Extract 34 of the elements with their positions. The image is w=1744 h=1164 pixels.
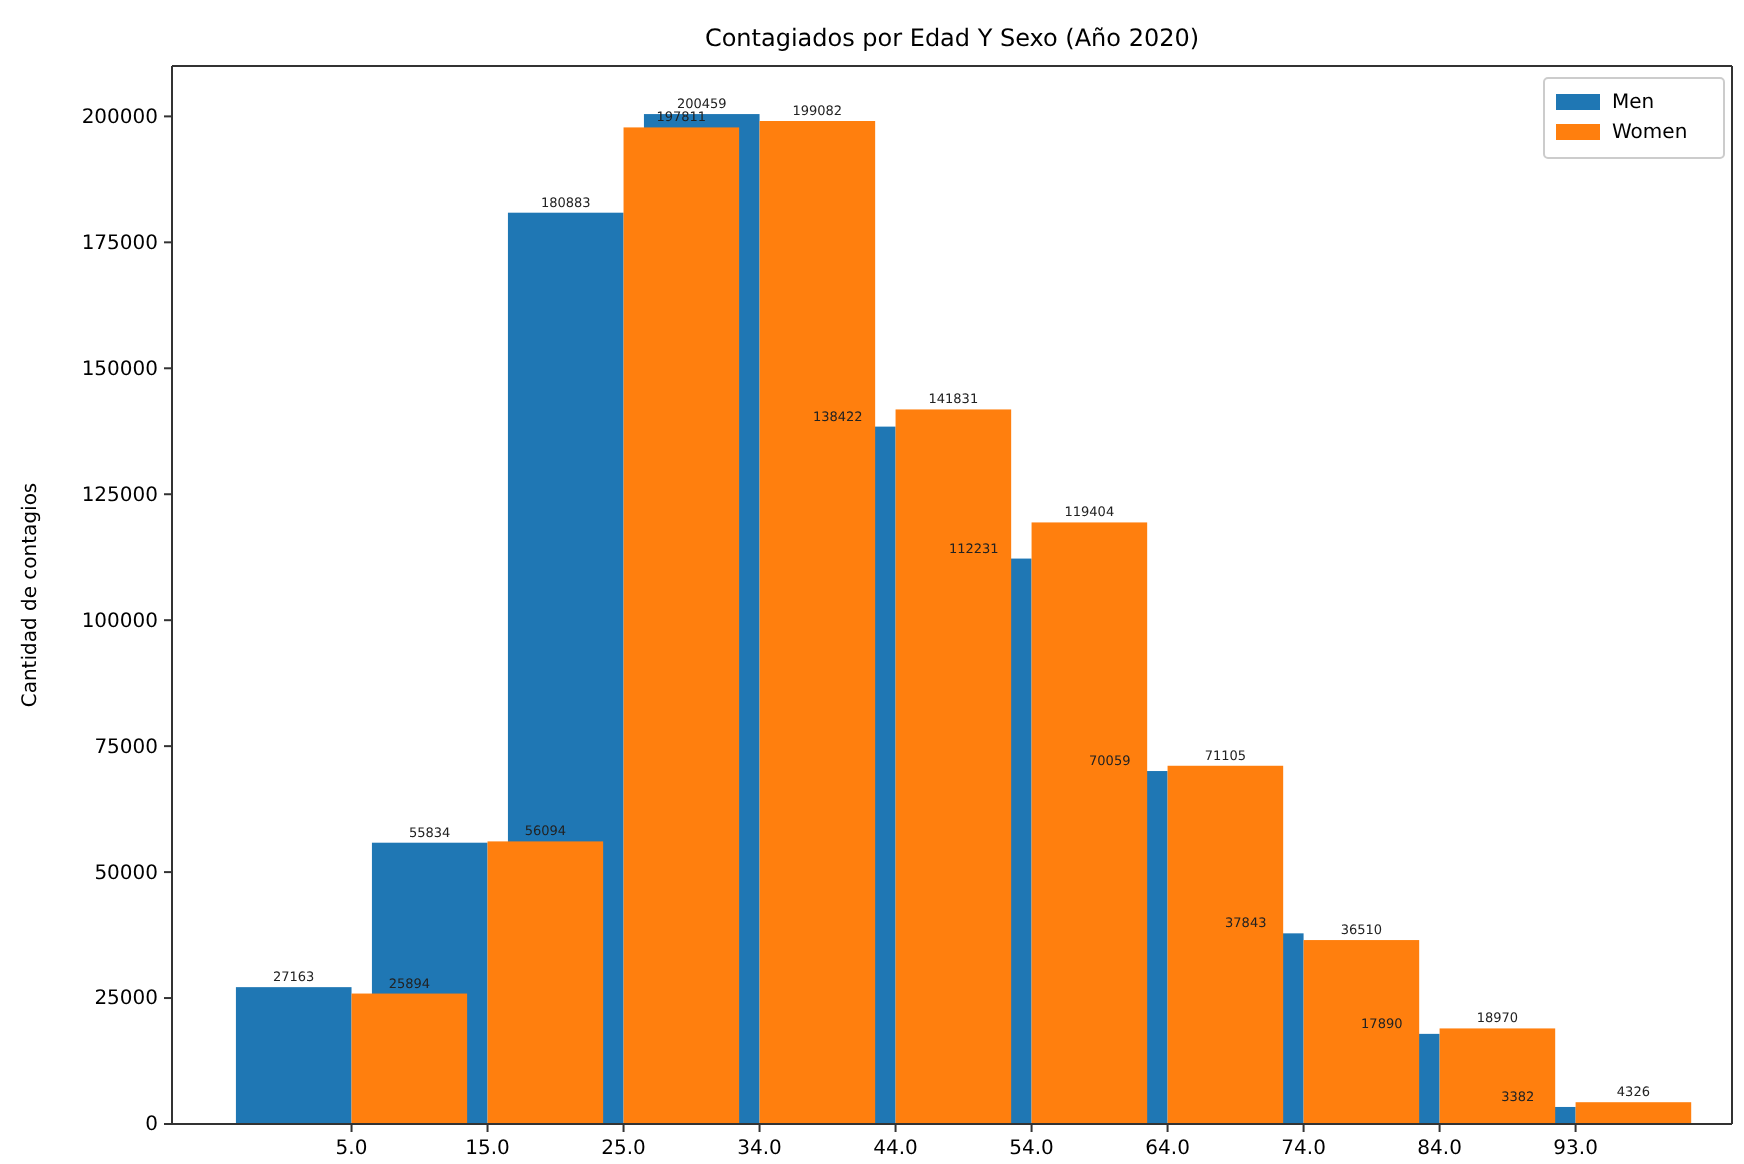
y-axis-title: Cantidad de contagios (20, 482, 42, 708)
x-tick-label: 5.0 (335, 1138, 368, 1160)
bar (895, 409, 1012, 1124)
legend-label: Women (1612, 122, 1688, 144)
bar (1167, 765, 1284, 1124)
y-tick-label: 50000 (94, 862, 158, 885)
x-tick-label: 25.0 (601, 1138, 646, 1160)
y-tick-label: 25000 (94, 988, 158, 1011)
x-tick-label: 93.0 (1553, 1138, 1598, 1160)
y-tick-label: 200000 (81, 106, 158, 129)
bar (351, 993, 468, 1124)
y-tick-label: 150000 (81, 358, 158, 381)
y-tick-label: 100000 (81, 610, 158, 633)
x-tick-label: 74.0 (1281, 1138, 1326, 1160)
bar (487, 841, 604, 1124)
y-tick-label: 75000 (94, 736, 158, 759)
legend-label: Men (1612, 92, 1655, 114)
x-tick-label: 34.0 (737, 1138, 782, 1160)
bar (623, 127, 740, 1124)
bar (1031, 522, 1148, 1124)
x-tick-label: 64.0 (1145, 1138, 1190, 1160)
x-tick-label: 15.0 (465, 1138, 510, 1160)
bar (1303, 940, 1420, 1124)
x-tick-label: 54.0 (1009, 1138, 1054, 1160)
x-tick-label: 44.0 (873, 1138, 918, 1160)
chart-title: Contagiados por Edad Y Sexo (Año 2020) (704, 24, 1200, 52)
y-tick-label: 0 (145, 1114, 158, 1137)
x-tick-label: 84.0 (1417, 1138, 1462, 1160)
bar (1439, 1028, 1556, 1124)
bar (235, 987, 352, 1124)
bar (759, 121, 876, 1124)
y-tick-label: 175000 (81, 232, 158, 255)
y-tick-label: 125000 (81, 484, 158, 507)
bar (1575, 1102, 1692, 1124)
